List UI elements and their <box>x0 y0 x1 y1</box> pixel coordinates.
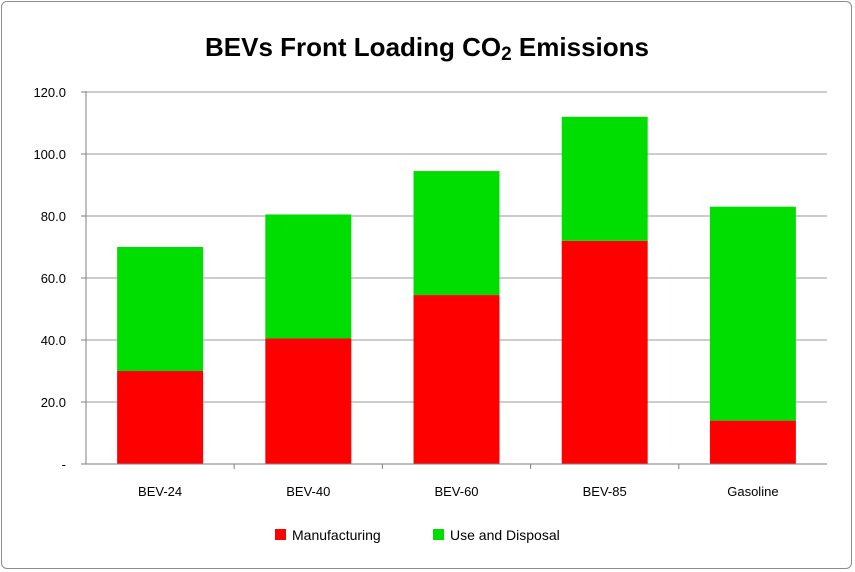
bars <box>117 116 796 464</box>
chart-title-tail: Emissions <box>512 32 649 62</box>
chart-title-subscript: 2 <box>501 44 512 65</box>
legend: Manufacturing Use and Disposal <box>275 527 560 543</box>
x-tick-label: BEV-60 <box>434 484 478 499</box>
y-tick-label: 80.0 <box>41 209 66 224</box>
chart-title: BEVs Front Loading CO2 Emissions <box>205 32 649 65</box>
legend-swatch <box>433 529 444 540</box>
y-tick-label: 100.0 <box>33 147 66 162</box>
bar-segment <box>561 240 648 464</box>
y-tick-label: 120.0 <box>33 85 66 100</box>
legend-swatch <box>275 529 286 540</box>
axes <box>85 91 827 465</box>
bar-segment <box>117 247 204 371</box>
bar-segment <box>117 371 204 464</box>
bar-segment <box>709 206 796 421</box>
x-tick-label: BEV-40 <box>286 484 330 499</box>
bar-segment <box>413 295 500 464</box>
y-tick-label: 60.0 <box>41 271 66 286</box>
y-tick-label: - <box>62 457 66 472</box>
bar-segment <box>265 214 352 339</box>
legend-label: Use and Disposal <box>450 527 560 543</box>
bar-segment <box>561 116 648 241</box>
x-axis-ticks: BEV-24 BEV-40 BEV-60 BEV-85 Gasoline <box>138 464 779 499</box>
bar-segment <box>265 338 352 464</box>
bar-segment <box>709 420 796 464</box>
y-axis-ticks: - 20.0 40.0 60.0 80.0 100.0 120.0 <box>33 85 86 472</box>
bar-segment <box>413 171 500 296</box>
chart-title-main: BEVs Front Loading CO <box>205 32 501 62</box>
x-tick-label: BEV-24 <box>138 484 182 499</box>
gridlines <box>86 91 827 403</box>
x-tick-label: Gasoline <box>727 484 778 499</box>
y-tick-label: 20.0 <box>41 395 66 410</box>
legend-label: Manufacturing <box>292 527 381 543</box>
y-tick-label: 40.0 <box>41 333 66 348</box>
x-tick-label: BEV-85 <box>583 484 627 499</box>
